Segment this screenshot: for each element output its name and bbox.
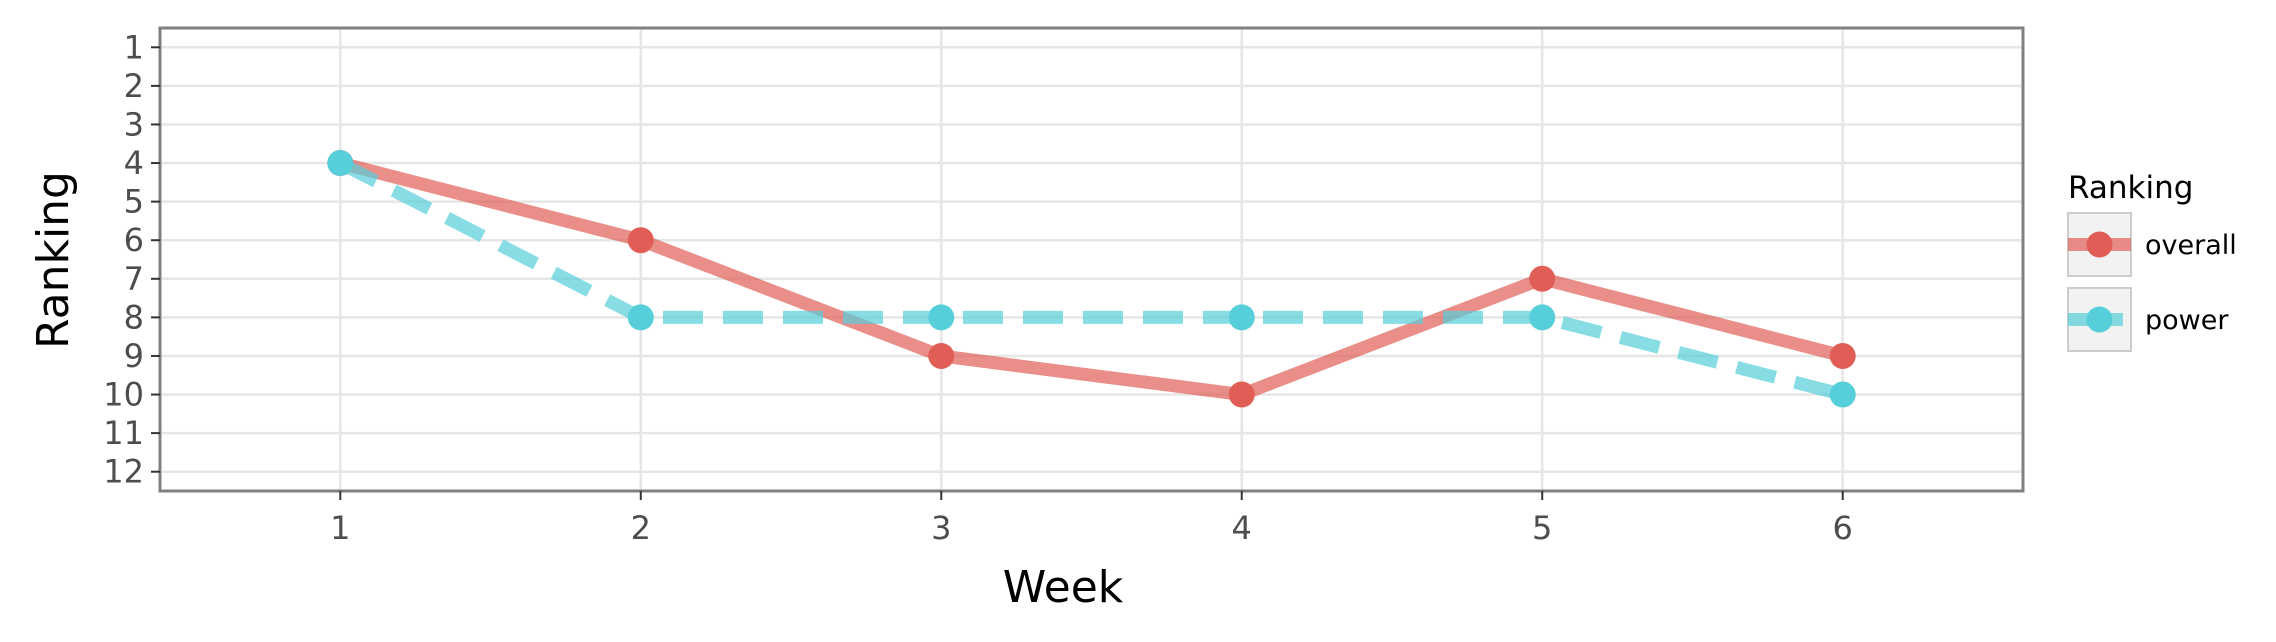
- x-tick-label: 2: [631, 509, 651, 547]
- data-point-power: [327, 150, 354, 177]
- x-tick-label: 6: [1833, 509, 1853, 547]
- y-tick-label: 5: [124, 183, 144, 221]
- legend-label-overall: overall: [2145, 230, 2237, 261]
- data-point-overall: [928, 342, 955, 369]
- data-point-power: [928, 304, 955, 331]
- data-point-overall: [627, 227, 654, 254]
- x-tick-label: 1: [330, 509, 350, 547]
- y-tick-label: 11: [103, 414, 144, 452]
- y-tick-label: 6: [124, 221, 144, 259]
- y-tick-label: 2: [124, 67, 144, 105]
- data-point-overall: [1829, 342, 1856, 369]
- data-point-power: [1529, 304, 1556, 331]
- legend-title: Ranking: [2068, 170, 2193, 206]
- series-layer: [327, 150, 1856, 408]
- panel-background: [160, 28, 2023, 491]
- data-point-power: [1228, 304, 1255, 331]
- data-point-overall: [1228, 381, 1255, 408]
- data-point-power: [627, 304, 654, 331]
- y-tick-label: 3: [124, 105, 144, 143]
- data-point-power: [1829, 381, 1856, 408]
- x-axis: 1 2 3 4 5 6: [330, 491, 1853, 547]
- x-tick-label: 3: [931, 509, 951, 547]
- legend-label-power: power: [2145, 305, 2229, 336]
- x-tick-label: 5: [1532, 509, 1552, 547]
- x-axis-title: Week: [1003, 562, 1124, 613]
- y-tick-label: 12: [103, 453, 144, 491]
- series-line-overall: [338, 156, 1845, 402]
- series-line-power: [337, 157, 1845, 401]
- legend: Ranking overall power: [2067, 170, 2237, 352]
- y-tick-label: 1: [124, 28, 144, 66]
- legend-marker-power: [2086, 306, 2113, 333]
- y-tick-label: 4: [124, 144, 144, 182]
- legend-marker-overall: [2086, 231, 2113, 258]
- panel-border: [158, 26, 2025, 493]
- x-tick-label: 4: [1232, 509, 1252, 547]
- y-tick-label: 9: [124, 337, 144, 375]
- y-tick-label: 8: [124, 298, 144, 336]
- y-tick-label: 10: [103, 376, 144, 414]
- y-axis-title: Ranking: [28, 171, 79, 349]
- data-point-overall: [1529, 265, 1556, 292]
- y-tick-label: 7: [124, 260, 144, 298]
